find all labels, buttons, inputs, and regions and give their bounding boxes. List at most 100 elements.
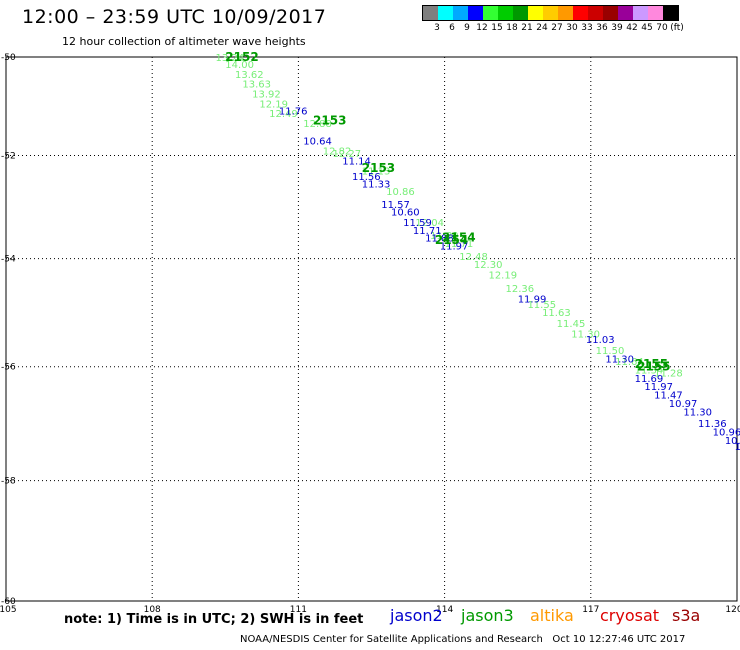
- legend-cryosat: cryosat: [600, 606, 660, 625]
- color-swatch: [453, 6, 468, 20]
- wave-height-value: 11.56: [352, 172, 381, 183]
- color-scale-label: 18: [506, 23, 518, 33]
- color-scale-label: 39: [611, 23, 623, 33]
- wave-height-value: 11.45: [557, 319, 586, 330]
- wave-height-value: 13.62: [235, 70, 264, 81]
- color-swatch: [513, 6, 528, 20]
- wave-height-value: 11.30: [571, 330, 600, 341]
- color-scale-label: 24: [536, 23, 548, 33]
- wave-height-value: 13.24: [216, 53, 245, 64]
- legend-altika: altika: [530, 606, 574, 625]
- wave-height-value: 12.36: [506, 284, 535, 295]
- cycle-number-label: 2153: [362, 161, 395, 175]
- wave-height-value: 11.89: [430, 231, 459, 242]
- color-swatch: [423, 6, 438, 20]
- lon-tick-label: 111: [290, 605, 307, 615]
- lat-tick-label: -56: [1, 363, 16, 373]
- lat-tick-label: -54: [1, 255, 16, 265]
- color-scale-label: 30: [566, 23, 578, 33]
- cycle-number-label: 2154: [435, 233, 468, 247]
- satellite-tracks: 13.2414.0013.6213.6313.9212.1912.4912.88…: [216, 53, 740, 453]
- page-subtitle: 12 hour collection of altimeter wave hei…: [62, 35, 306, 48]
- wave-height-value: 12.88: [303, 119, 332, 130]
- color-swatch: [468, 6, 483, 20]
- timestamp-text: Oct 10 12:27:46 UTC 2017: [552, 634, 686, 645]
- color-swatch: [438, 6, 453, 20]
- color-swatch: [663, 6, 678, 20]
- color-swatch: [618, 6, 633, 20]
- legend-s3a: s3a: [672, 606, 701, 625]
- wave-height-value: 11.97: [644, 382, 673, 393]
- lon-tick-label: 105: [0, 605, 17, 615]
- wave-height-value: 11.28: [654, 368, 683, 379]
- color-scale-label: 15: [491, 23, 503, 33]
- credit-text: NOAA/NESDIS Center for Satellite Applica…: [240, 634, 543, 645]
- color-swatch: [588, 6, 603, 20]
- wave-height-value: 14.00: [225, 60, 254, 71]
- wave-height-value: 11.88: [425, 234, 454, 245]
- color-swatch: [633, 6, 648, 20]
- wave-height-value: 11.99: [518, 295, 547, 306]
- wave-height-value: 11.30: [683, 408, 712, 419]
- map-grid: [5, 56, 738, 602]
- wave-height-value: 11.14: [342, 157, 371, 168]
- wave-height-value: 12.49: [269, 109, 298, 120]
- color-scale-label: 33: [581, 23, 593, 33]
- color-swatch: [483, 6, 498, 20]
- color-scale-labels: 3 6 9 12 15 18 21 24 27 30 33 36 39 42 45 70 (ft): [422, 21, 684, 35]
- units-note: note: 1) Time is in UTC; 2) SWH is in fe…: [64, 612, 364, 627]
- color-scale-label: 21: [521, 23, 533, 33]
- wave-height-value: 12.48: [459, 252, 488, 263]
- wave-height-value: 11.36: [698, 419, 727, 430]
- wave-height-value: 11.47: [654, 391, 683, 402]
- wave-height-value: 11.33: [362, 179, 391, 190]
- wave-height-value: 11.13: [362, 167, 391, 178]
- color-swatch: [543, 6, 558, 20]
- wave-height-value: 13.92: [252, 89, 281, 100]
- cycle-number-label: 2155: [635, 357, 668, 371]
- wave-height-value: 12.82: [323, 147, 352, 158]
- wave-height-value: 12.27: [333, 149, 362, 160]
- wave-height-value: 10.97: [669, 399, 698, 410]
- lon-tick-label: 117: [582, 605, 599, 615]
- wave-height-value: 11.97: [440, 241, 469, 252]
- wave-height-value: 10.89: [735, 442, 740, 453]
- wave-height-value: 12.19: [488, 270, 517, 281]
- wave-height-value: 11.71: [413, 226, 442, 237]
- footer-credit: NOAA/NESDIS Center for Satellite Applica…: [240, 634, 685, 645]
- color-scale-label: 3: [434, 23, 440, 33]
- wave-height-value: 11.03: [586, 335, 615, 346]
- wave-height-value: 10.60: [391, 208, 420, 219]
- color-scale-label: 27: [551, 23, 563, 33]
- color-swatch: [603, 6, 618, 20]
- color-swatch: [558, 6, 573, 20]
- color-scale-label: 42: [626, 23, 638, 33]
- lon-tick-label: 120: [725, 605, 740, 615]
- color-scale-label: 36: [596, 23, 608, 33]
- wave-height-value: 11.69: [635, 374, 664, 385]
- color-scale: 3 6 9 12 15 18 21 24 27 30 33 36 39 42 45 70 (ft): [422, 5, 684, 35]
- color-scale-label: (ft): [670, 23, 684, 33]
- map-frame: [5, 56, 738, 602]
- cycle-number-label: 2153: [313, 114, 346, 128]
- color-swatch: [648, 6, 663, 20]
- map-axis-labels: 105 108 111 114 117 120 -50 -52 -54 -56 -58 -60: [0, 53, 740, 615]
- color-scale-label: 70: [656, 23, 668, 33]
- wave-height-value: 11.55: [527, 300, 556, 311]
- color-scale-label: 45: [641, 23, 653, 33]
- lat-tick-label: -58: [1, 477, 16, 487]
- color-scale-swatches: [422, 5, 679, 21]
- wave-height-value: 12.30: [474, 260, 503, 271]
- lat-tick-label: -60: [1, 597, 16, 607]
- wave-height-value: 11.71: [445, 239, 474, 250]
- wave-height-value: 10.96: [713, 427, 740, 438]
- page-title: 12:00 – 23:59 UTC 10/09/2017: [22, 6, 327, 28]
- wave-height-value: 11.76: [279, 107, 308, 118]
- wave-height-value: 11.64: [615, 357, 644, 368]
- color-swatch: [528, 6, 543, 20]
- color-scale-label: 12: [476, 23, 488, 33]
- wave-height-value: 12.19: [259, 99, 288, 110]
- wave-height-value: 13.63: [242, 80, 271, 91]
- wave-height-value: 11.57: [381, 200, 410, 211]
